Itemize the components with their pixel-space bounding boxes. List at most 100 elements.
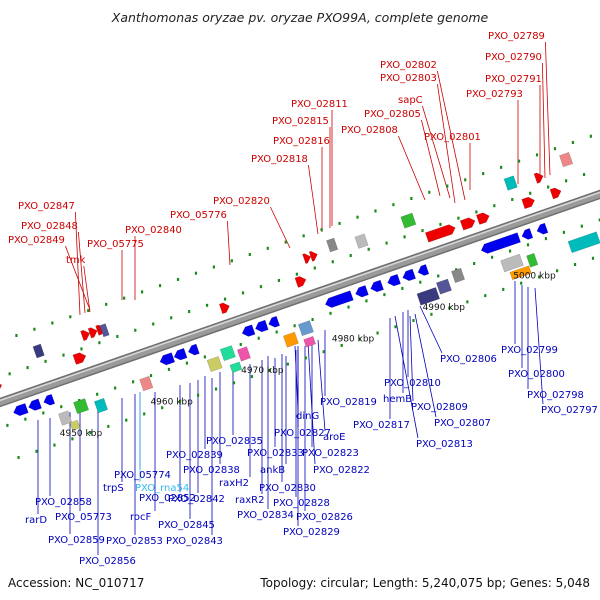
track-tick [250, 375, 254, 379]
bottom-gene-label: PXO_02834 [237, 510, 294, 521]
bottom-gene-label: PXO_02843 [166, 536, 223, 547]
track-tick [268, 368, 271, 372]
bottom-gene-label: PXO_02807 [434, 418, 491, 429]
track-tick [69, 315, 72, 319]
accession-label: Accession: NC_010717 [8, 576, 145, 590]
gene-feature [324, 290, 354, 308]
top-gene-label-leader [75, 211, 81, 316]
gene-feature [480, 232, 521, 254]
track-tick [53, 443, 56, 447]
track-tick [562, 230, 565, 234]
track-tick [241, 291, 245, 295]
bottom-gene-label: PXO_02823 [302, 448, 359, 459]
top-gene-label-leader [398, 135, 426, 201]
top-gene-label-leader [437, 83, 456, 204]
track-tick [430, 312, 433, 316]
track-tick [517, 159, 521, 163]
bottom-gene-label: PXO_02835 [206, 436, 263, 447]
track-tick [565, 179, 568, 183]
track-tick [547, 185, 550, 189]
top-gene-label: PXO_02803 [380, 73, 437, 84]
track-tick [80, 347, 83, 351]
track-tick [179, 399, 182, 403]
track-tick [62, 353, 65, 357]
track-tick [89, 431, 92, 435]
track-tick [275, 330, 278, 334]
track-tick [71, 437, 74, 441]
track-tick [194, 271, 198, 275]
track-tick [448, 306, 451, 310]
gene-feature [187, 343, 200, 356]
track-tick [188, 310, 191, 314]
track-tick [24, 417, 27, 421]
gene-feature [559, 151, 574, 168]
track-tick [131, 380, 135, 384]
track-tick [248, 253, 251, 257]
top-gene-label-leader [437, 70, 466, 201]
track-tick [277, 278, 281, 282]
track-tick [526, 243, 530, 247]
track-tick [203, 355, 206, 359]
track-tick [428, 190, 431, 194]
track-tick [511, 197, 514, 201]
scale-label: 4950 kbp [60, 429, 103, 439]
track-tick [313, 266, 316, 270]
track-tick [466, 300, 469, 304]
track-tick [143, 412, 146, 416]
track-tick [284, 240, 287, 244]
gene-feature [424, 224, 456, 243]
top-gene-label: PXO_02811 [291, 99, 348, 110]
scale-label: 4980 kbp [332, 335, 375, 345]
track-tick [257, 336, 260, 340]
bottom-gene-label: PXO_02817 [353, 420, 410, 431]
track-tick [98, 341, 101, 345]
gene-feature [435, 278, 452, 295]
bottom-gene-label: ankB [260, 465, 285, 476]
bottom-gene-label: PXO_02853 [106, 536, 163, 547]
gene-feature [282, 331, 299, 348]
track-tick [223, 297, 227, 301]
track-tick [439, 222, 442, 226]
top-gene-label: PXO_02815 [272, 116, 329, 127]
gene-feature [354, 233, 369, 249]
gene-feature [294, 276, 307, 288]
track-tick [538, 275, 541, 279]
top-gene-label: PXO_02816 [273, 136, 330, 147]
track-tick [6, 423, 9, 427]
bottom-gene-label: PXO_02856 [79, 556, 136, 567]
track-tick [457, 216, 460, 220]
rna-gene-label: PXO_rna54 [135, 483, 189, 494]
track-tick [331, 260, 334, 264]
track-tick [15, 333, 18, 337]
gene-feature [93, 397, 109, 414]
bottom-gene-label: rocF [130, 512, 152, 523]
gene-feature [549, 187, 562, 200]
gene-feature [99, 323, 110, 338]
track-tick [304, 356, 307, 360]
track-tick [329, 311, 332, 315]
track-tick [33, 327, 36, 331]
track-tick [544, 237, 548, 241]
track-tick [239, 342, 242, 346]
track-tick [96, 392, 99, 396]
bottom-gene-label: dinG [296, 411, 319, 422]
track-tick [555, 269, 559, 273]
gene-feature [32, 343, 45, 359]
bottom-gene-label-leader [409, 315, 414, 402]
track-tick [266, 246, 269, 250]
track-tick [134, 328, 137, 332]
map-title: Xanthomonas oryzae pv. oryzae PXO99A, co… [111, 10, 489, 25]
gene-feature [503, 175, 518, 191]
track-tick [161, 406, 164, 410]
gene-feature [521, 196, 535, 210]
track-tick [385, 241, 388, 245]
gene-feature [28, 398, 42, 411]
track-tick [167, 367, 171, 371]
gene-feature [241, 324, 256, 337]
gene-feature [72, 352, 87, 365]
scale-label: 4960 kbp [150, 398, 193, 408]
track-tick [286, 362, 289, 366]
bottom-gene-label: PXO_02810 [384, 378, 441, 389]
genome-info-label: Topology: circular; Length: 5,240,075 bp… [260, 576, 590, 590]
